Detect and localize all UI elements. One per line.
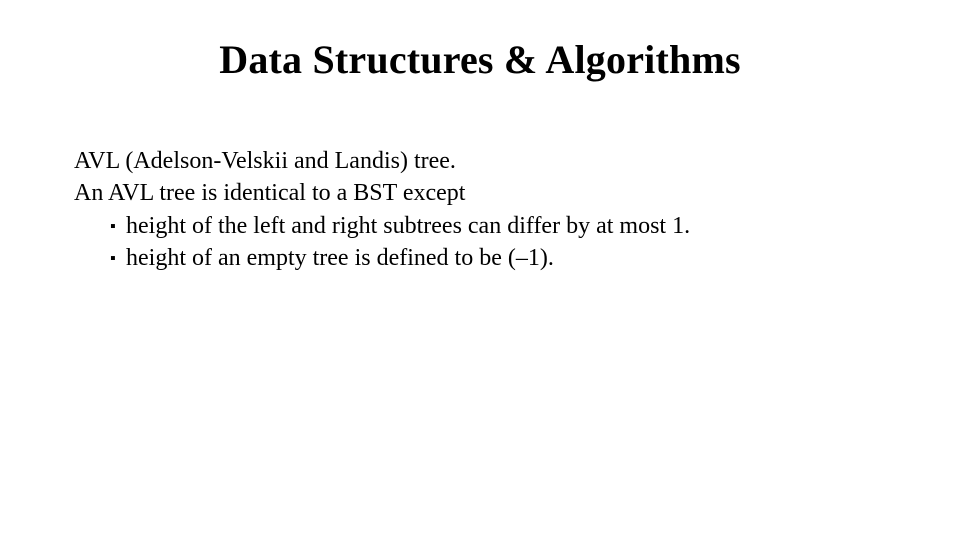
- bullet-text: height of an empty tree is defined to be…: [126, 242, 554, 274]
- body-line-2: An AVL tree is identical to a BST except: [74, 177, 886, 209]
- slide-body: AVL (Adelson-Velskii and Landis) tree. A…: [74, 145, 886, 275]
- bullet-item: ▪ height of the left and right subtrees …: [74, 210, 886, 242]
- slide-title: Data Structures & Algorithms: [0, 36, 960, 83]
- square-bullet-icon: ▪: [110, 251, 126, 267]
- square-bullet-icon: ▪: [110, 219, 126, 235]
- bullet-item: ▪ height of an empty tree is defined to …: [74, 242, 886, 274]
- bullet-text: height of the left and right subtrees ca…: [126, 210, 690, 242]
- body-line-1: AVL (Adelson-Velskii and Landis) tree.: [74, 145, 886, 177]
- slide: Data Structures & Algorithms AVL (Adelso…: [0, 0, 960, 540]
